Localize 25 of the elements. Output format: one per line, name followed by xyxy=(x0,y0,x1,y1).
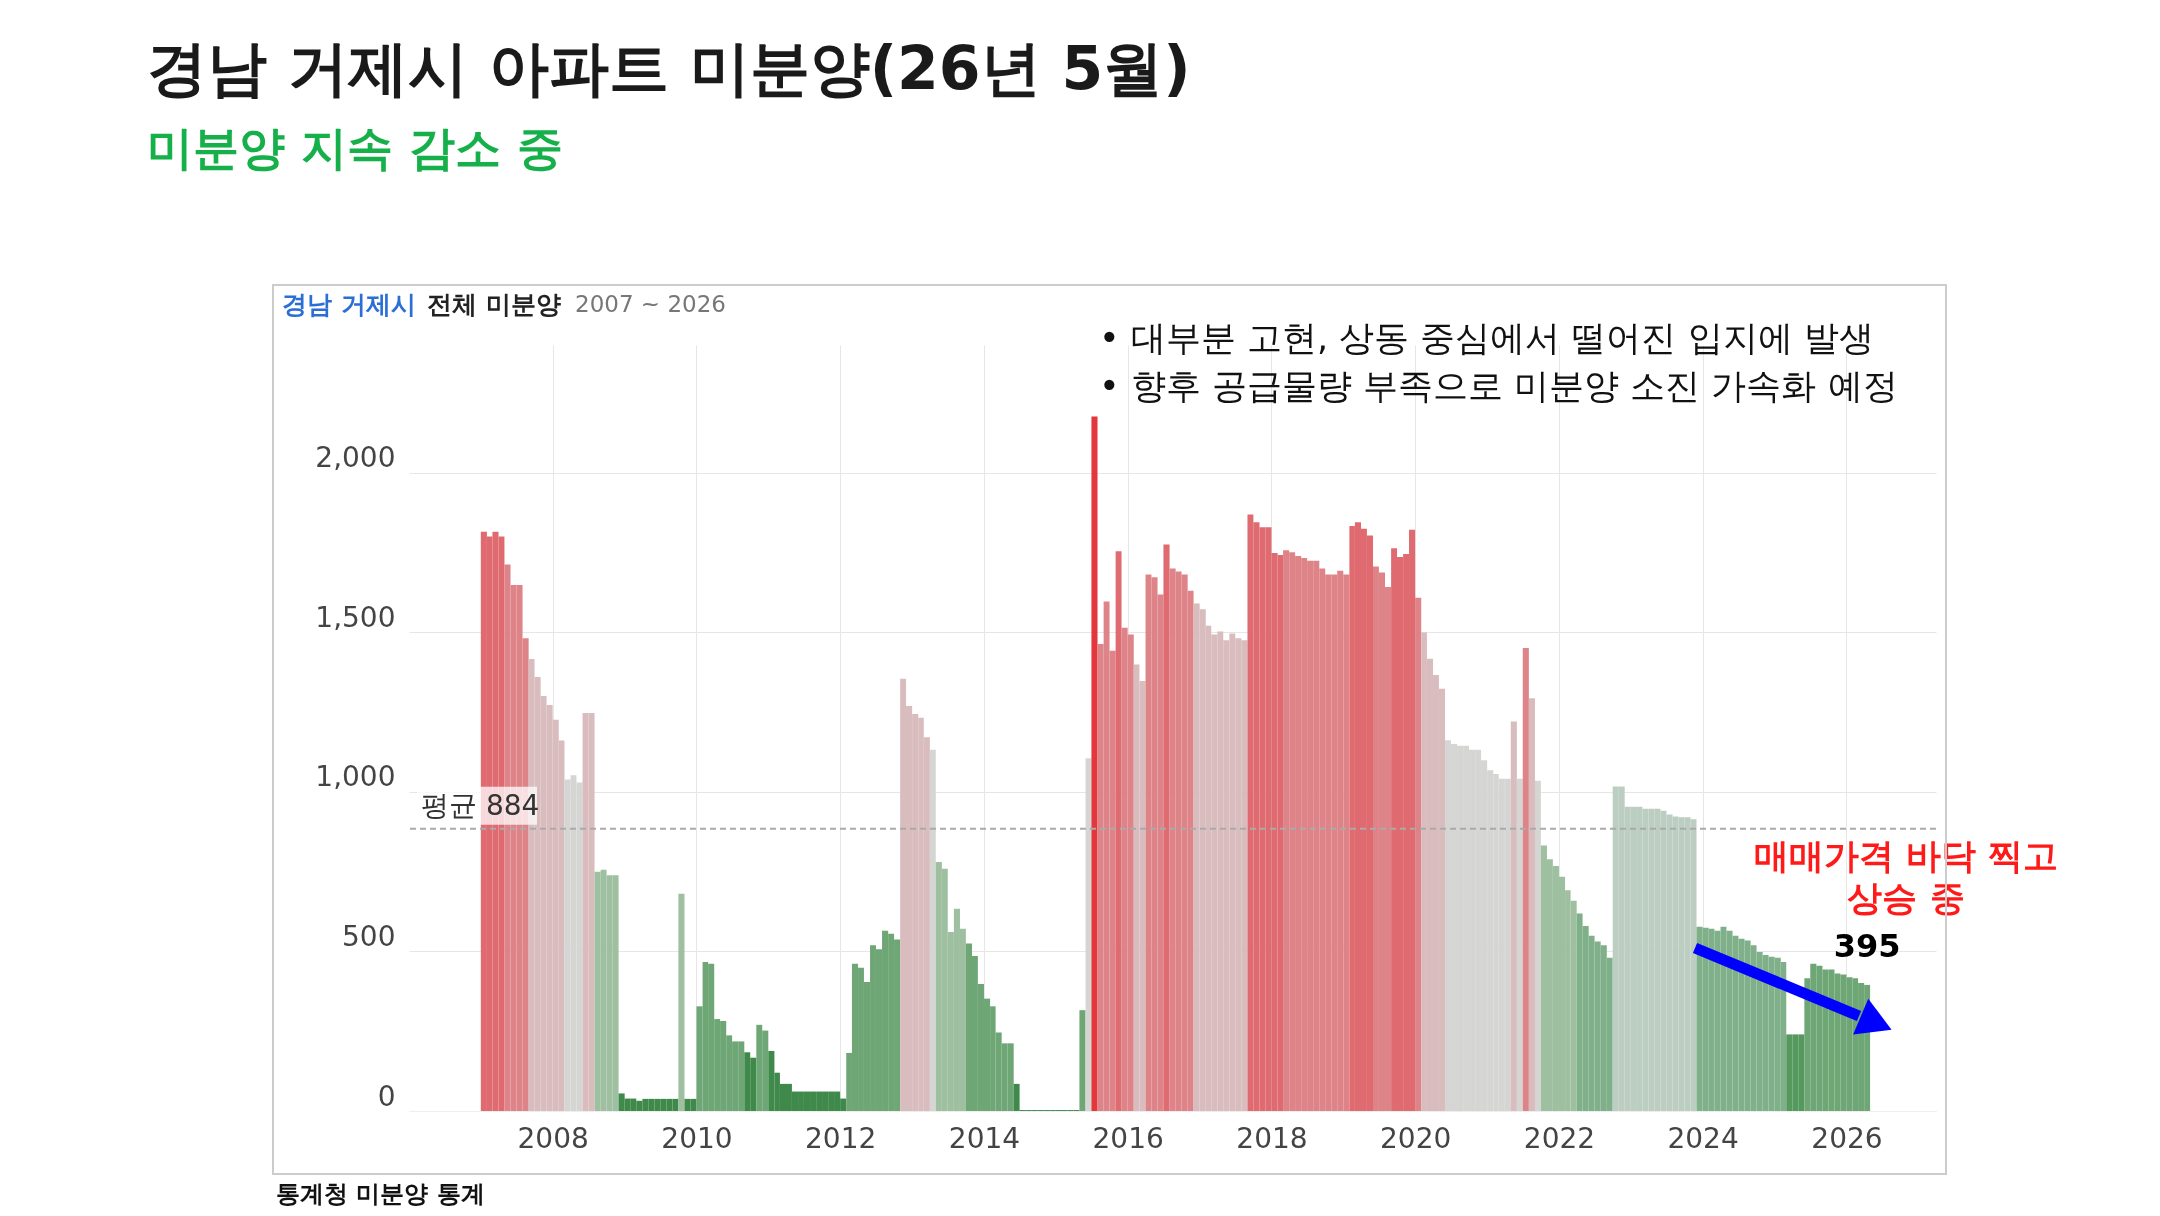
text: 2007 ~ 2026 xyxy=(575,291,726,317)
annotation: 395 xyxy=(1833,926,1901,965)
annotation: • 대부분 고현, 상동 중심에서 떨어진 입지에 발생 xyxy=(1099,318,1874,358)
y-tick-label: 0 xyxy=(377,1079,396,1113)
y-tick-label: 1,000 xyxy=(315,760,396,794)
x-tick-label: 2018 xyxy=(1236,1121,1308,1155)
chart-subtitle: 미분양 지속 감소 중 xyxy=(147,121,564,175)
x-tick-label: 2008 xyxy=(517,1121,589,1155)
annotation: • 향후 공급물량 부족으로 미분양 소진 가속화 예정 xyxy=(1099,366,1898,406)
text: 전체 미분양 xyxy=(427,290,561,319)
y-tick-label: 2,000 xyxy=(315,441,396,475)
chart-title: 경남 거제시 아파트 미분양(26년 5월) xyxy=(147,33,1191,103)
x-tick-label: 2022 xyxy=(1523,1121,1596,1155)
x-tick-label: 2020 xyxy=(1379,1121,1452,1155)
y-tick-label: 1,500 xyxy=(315,600,396,634)
x-tick-label: 2024 xyxy=(1667,1121,1739,1155)
x-tick-label: 2012 xyxy=(805,1121,877,1155)
text: 통계청 미분양 통계 xyxy=(276,1180,485,1208)
text: 경남 거제시 xyxy=(282,290,416,319)
x-tick-label: 2010 xyxy=(661,1121,733,1155)
x-tick-label: 2026 xyxy=(1811,1121,1883,1155)
y-tick-label: 500 xyxy=(342,919,396,953)
x-tick-label: 2014 xyxy=(948,1121,1021,1155)
x-tick-label: 2016 xyxy=(1092,1121,1164,1155)
ref-line-label: 평균 884 xyxy=(421,788,540,822)
